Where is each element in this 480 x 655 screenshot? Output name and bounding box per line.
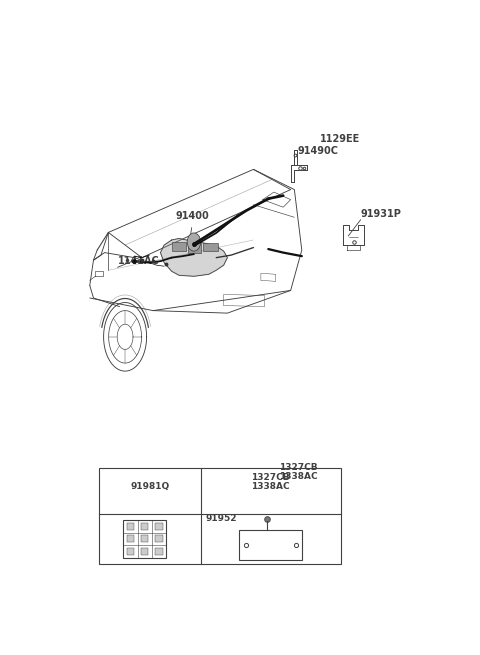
Bar [239,530,302,560]
Bar [141,548,148,555]
Bar [141,535,148,542]
Text: 91952: 91952 [206,514,237,523]
Text: 91400: 91400 [175,211,209,221]
Bar [156,523,163,530]
Text: 1327CB: 1327CB [279,463,318,472]
Text: 1338AC: 1338AC [279,472,318,481]
Text: 91490C: 91490C [297,146,338,156]
Polygon shape [160,238,228,276]
Bar [188,242,202,253]
Bar [123,520,166,558]
Text: 1129EE: 1129EE [321,134,360,144]
Text: 91981Q: 91981Q [130,482,169,491]
Circle shape [187,233,201,251]
Bar [127,535,134,542]
Text: 1327CB: 1327CB [252,473,290,482]
Bar [203,243,218,251]
Bar [141,523,148,530]
Bar [127,548,134,555]
Text: 1141AC: 1141AC [118,256,159,266]
Bar [127,523,134,530]
Bar [156,548,163,555]
Text: 91931P: 91931P [360,209,401,219]
Bar [99,468,341,564]
Bar [172,242,186,251]
Text: 1338AC: 1338AC [252,482,290,491]
Bar [156,535,163,542]
